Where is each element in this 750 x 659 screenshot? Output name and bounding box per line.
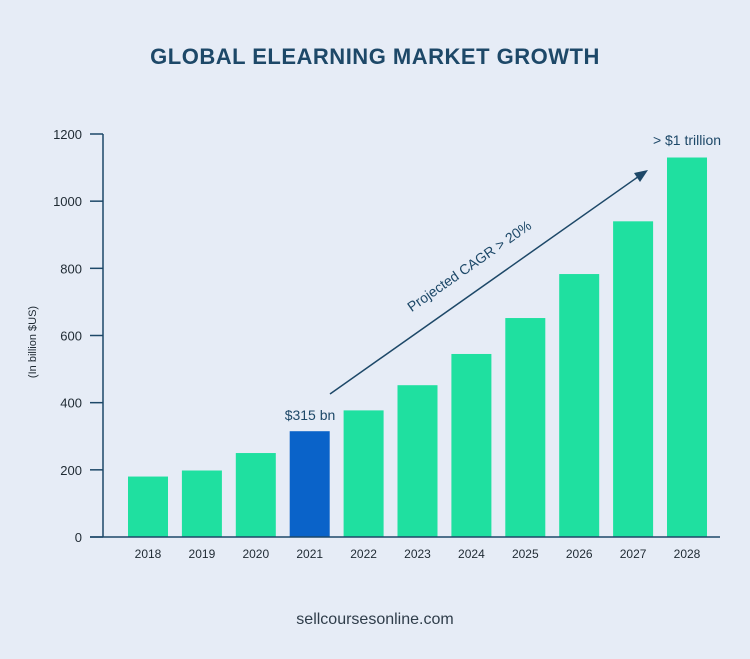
- bar-2020: [235, 453, 276, 537]
- x-tick-label-2021: 2021: [296, 547, 323, 561]
- x-tick-label-2019: 2019: [189, 547, 216, 561]
- bar-2028: [667, 157, 707, 537]
- bars-layer: [128, 157, 707, 538]
- bar-2022: [343, 410, 384, 537]
- bar-2026: [559, 274, 600, 537]
- x-tick-label-2026: 2026: [566, 547, 593, 561]
- y-tick-label-600: 600: [60, 329, 82, 344]
- y-tick-label-0: 0: [75, 530, 82, 545]
- y-tick-label-200: 200: [60, 463, 82, 478]
- x-tick-label-2022: 2022: [350, 547, 377, 561]
- cagr-trend-arrow: [329, 170, 648, 395]
- y-axis-label: (In billion $US): [27, 306, 39, 378]
- bar-2023: [397, 385, 438, 537]
- cagr-annotation: Projected CAGR > 20%: [404, 217, 534, 315]
- x-tick-label-2024: 2024: [458, 547, 485, 561]
- y-tick-label-1000: 1000: [53, 194, 82, 209]
- bar-2018: [128, 476, 168, 537]
- x-tick-label-2025: 2025: [512, 547, 539, 561]
- y-tick-label-1200: 1200: [53, 127, 82, 142]
- x-tick-label-2023: 2023: [404, 547, 431, 561]
- bar-2027: [613, 221, 654, 538]
- x-tick-label-2018: 2018: [135, 547, 162, 561]
- chart-title: GLOBAL ELEARNING MARKET GROWTH: [150, 44, 600, 69]
- x-tick-label-2020: 2020: [242, 547, 269, 561]
- trillion-annotation: > $1 trillion: [653, 132, 721, 148]
- x-tick-label-2028: 2028: [674, 547, 701, 561]
- bar-2021: [289, 431, 330, 537]
- axes-layer: 2018 2019 2020 2021 2022 2023 2024 2025 2026 2027…: [53, 127, 720, 561]
- x-tick-label-2027: 2027: [620, 547, 647, 561]
- y-tick-label-800: 800: [60, 261, 82, 276]
- bar-2019: [181, 470, 222, 537]
- bar-2025: [505, 318, 546, 537]
- y-tick-label-400: 400: [60, 396, 82, 411]
- bar-2024: [451, 353, 492, 537]
- footer-source: sellcoursesonline.com: [296, 611, 454, 628]
- highlight-value-annotation: $315 bn: [285, 407, 336, 423]
